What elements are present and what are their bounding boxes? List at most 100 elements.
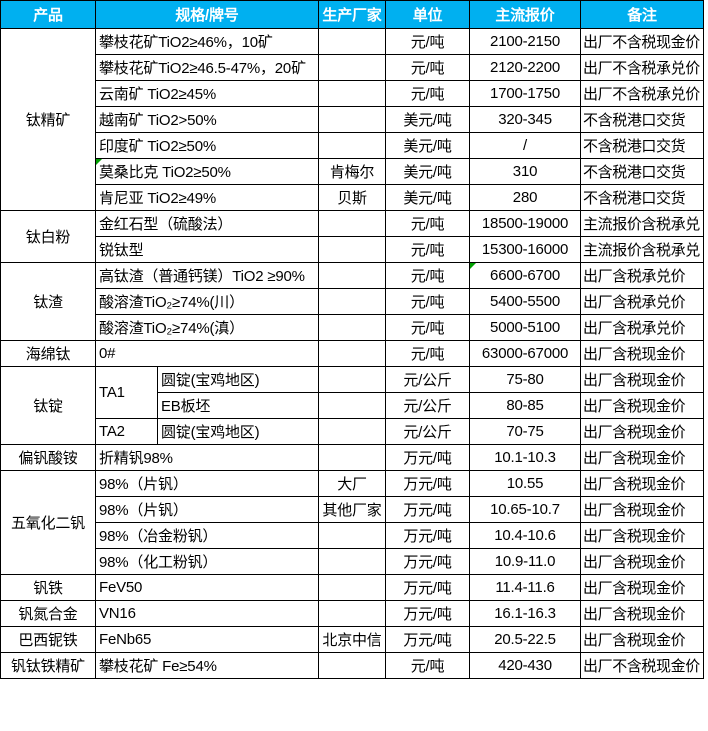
table-row: 钒钛铁精矿 攀枝花矿 Fe≥54% 元/吨 420-430 出厂不含税现金价: [0, 652, 705, 679]
price-cell: 1700-1750: [469, 80, 582, 107]
table-row: 印度矿 TiO2≥50% 美元/吨 / 不含税港口交货: [1, 132, 705, 159]
table-row: 酸溶渣TiO₂≥74%(滇） 元/吨 5000-5100 出厂含税承兑价: [1, 314, 705, 341]
price-cell: 2120-2200: [469, 54, 582, 81]
maker-cell: [318, 574, 387, 601]
grade-cell: TA1: [95, 366, 158, 419]
product-cell: 钛精矿: [0, 28, 96, 211]
product-cell: 巴西铌铁: [0, 626, 96, 653]
spec-cell: 莫桑比克 TiO2≥50%: [94, 158, 320, 185]
price-cell: 420-430: [469, 652, 582, 679]
spec-cell: 攀枝花矿TiO2≥46.5-47%，20矿: [94, 54, 320, 81]
maker-cell: [318, 288, 387, 315]
spec-cell: 攀枝花矿TiO2≥46%，10矿: [94, 28, 320, 55]
table-row: TA2 圆锭(宝鸡地区) 元/公斤 70-75 出厂含税现金价: [1, 418, 705, 445]
table-row: 98%（片钒） 其他厂家 万元/吨 10.65-10.7 出厂含税现金价: [1, 496, 705, 523]
note-cell: 不含税港口交货: [580, 158, 705, 185]
header-row: 产品 规格/牌号 生产厂家 单位 主流报价 备注: [0, 0, 705, 29]
price-cell: 10.55: [469, 470, 582, 497]
maker-cell: 大厂: [318, 470, 387, 497]
note-cell: 主流报价含税承兑: [580, 210, 705, 237]
unit-cell: 美元/吨: [385, 184, 471, 211]
maker-cell: 肯梅尔: [318, 158, 387, 185]
price-cell: 5000-5100: [469, 314, 582, 341]
price-cell: 10.9-11.0: [469, 548, 582, 575]
product-cell: 钛渣: [0, 262, 96, 341]
spec-cell: 98%（片钒）: [94, 470, 320, 497]
grade-cell: TA2: [95, 418, 158, 445]
note-cell: 出厂含税现金价: [580, 600, 705, 627]
maker-cell: [318, 652, 387, 679]
note-cell: 不含税港口交货: [580, 132, 705, 159]
maker-cell: [318, 314, 387, 341]
col-header-price: 主流报价: [469, 0, 582, 29]
spec-cell: 0#: [94, 340, 320, 367]
spec-cell: FeV50: [94, 574, 320, 601]
unit-cell: 万元/吨: [385, 522, 471, 549]
product-cell: 钒钛铁精矿: [0, 652, 96, 679]
table-row: 98%（冶金粉钒） 万元/吨 10.4-10.6 出厂含税现金价: [1, 522, 705, 549]
spec-cell: 锐钛型: [94, 236, 320, 263]
price-cell: 75-80: [469, 366, 582, 393]
price-cell: 10.65-10.7: [469, 496, 582, 523]
comment-marker-icon: [96, 159, 102, 165]
table-row: 钛精矿 攀枝花矿TiO2≥46%，10矿 元/吨 2100-2150 出厂不含税现金价: [0, 28, 705, 211]
unit-cell: 元/吨: [385, 210, 471, 237]
price-cell: 11.4-11.6: [469, 574, 582, 601]
note-cell: 出厂含税现金价: [580, 340, 705, 367]
note-cell: 出厂含税现金价: [580, 574, 705, 601]
price-cell: 18500-19000: [469, 210, 582, 237]
table-row: 肯尼亚 TiO2≥49% 贝斯 美元/吨 280 不含税港口交货: [1, 184, 705, 211]
unit-cell: 万元/吨: [385, 574, 471, 601]
maker-cell: [318, 366, 387, 393]
col-header-spec: 规格/牌号: [94, 0, 320, 29]
unit-cell: 元/吨: [385, 652, 471, 679]
price-table: 产品 规格/牌号 生产厂家 单位 主流报价 备注 钛精矿 攀枝花矿TiO2≥46%…: [0, 0, 705, 679]
note-cell: 出厂不含税现金价: [580, 28, 705, 55]
price-cell: 10.1-10.3: [469, 444, 582, 471]
maker-cell: [318, 522, 387, 549]
table-row: 钛白粉 金红石型（硫酸法） 元/吨 18500-19000 主流报价含税承兑: [0, 210, 705, 263]
maker-cell: 北京中信: [318, 626, 387, 653]
table-row: EB板坯 元/公斤 80-85 出厂含税现金价: [1, 392, 705, 419]
spec-cell: 酸溶渣TiO₂≥74%(滇）: [94, 314, 320, 341]
unit-cell: 元/吨: [385, 236, 471, 263]
product-cell: 海绵钛: [0, 340, 96, 367]
spec-cell: 高钛渣（普通钙镁）TiO2 ≥90%: [94, 262, 320, 289]
maker-cell: [318, 600, 387, 627]
price-cell: 6600-6700: [469, 262, 582, 289]
spec-cell: 折精钒98%: [94, 444, 320, 471]
price-cell: /: [469, 132, 582, 159]
note-cell: 出厂含税现金价: [580, 418, 705, 445]
table-body: 钛精矿 攀枝花矿TiO2≥46%，10矿 元/吨 2100-2150 出厂不含税现金价攀…: [0, 28, 705, 679]
table-row: 云南矿 TiO2≥45% 元/吨 1700-1750 出厂不含税承兑价: [1, 80, 705, 107]
note-cell: 出厂不含税承兑价: [580, 54, 705, 81]
unit-cell: 元/公斤: [385, 392, 471, 419]
unit-cell: 万元/吨: [385, 600, 471, 627]
spec-cell: 越南矿 TiO2>50%: [94, 106, 320, 133]
table-row: 海绵钛 0# 元/吨 63000-67000 出厂含税现金价: [0, 340, 705, 367]
table-row: 莫桑比克 TiO2≥50% 肯梅尔 美元/吨 310 不含税港口交货: [1, 158, 705, 185]
maker-cell: [318, 80, 387, 107]
price-cell: 20.5-22.5: [469, 626, 582, 653]
note-cell: 出厂含税现金价: [580, 626, 705, 653]
spec-cell: 圆锭(宝鸡地区): [156, 418, 320, 445]
maker-cell: [318, 106, 387, 133]
table-row: 钛锭 TA1 圆锭(宝鸡地区) 元/公斤 75-80 出厂含税现金价: [0, 366, 705, 445]
maker-cell: 贝斯: [318, 184, 387, 211]
spec-cell: 98%（化工粉钒）: [94, 548, 320, 575]
comment-marker-icon: [470, 263, 477, 269]
spec-cell: 攀枝花矿 Fe≥54%: [94, 652, 320, 679]
note-cell: 出厂含税承兑价: [580, 262, 705, 289]
maker-cell: [318, 340, 387, 367]
note-cell: 出厂含税现金价: [580, 548, 705, 575]
price-cell: 15300-16000: [469, 236, 582, 263]
table-row: 98%（化工粉钒） 万元/吨 10.9-11.0 出厂含税现金价: [1, 548, 705, 575]
note-cell: 不含税港口交货: [580, 106, 705, 133]
table-row: 钛渣 高钛渣（普通钙镁）TiO2 ≥90% 元/吨 6600-6700 出厂含税承兑价: [0, 262, 705, 341]
note-cell: 出厂含税现金价: [580, 392, 705, 419]
maker-cell: [318, 418, 387, 445]
note-cell: 出厂含税现金价: [580, 496, 705, 523]
note-cell: 出厂不含税承兑价: [580, 80, 705, 107]
table-row: 偏钒酸铵 折精钒98% 万元/吨 10.1-10.3 出厂含税现金价: [0, 444, 705, 471]
